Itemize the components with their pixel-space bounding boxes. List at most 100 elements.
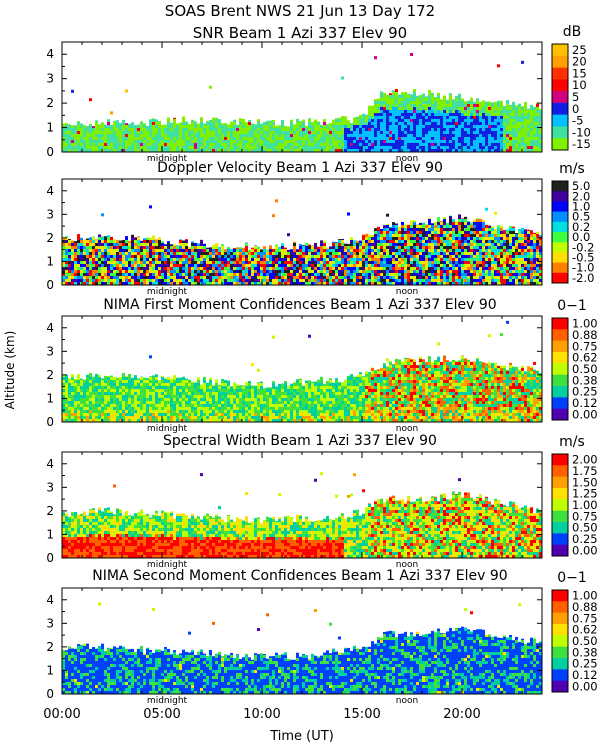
colorbar-swatch bbox=[552, 397, 568, 410]
colorbar-label: 1.00 bbox=[572, 589, 598, 603]
colorbar-label: 0.25 bbox=[572, 532, 598, 546]
colorbar-label: -10 bbox=[572, 125, 591, 139]
x-axis-label: Time (UT) bbox=[269, 729, 334, 744]
colorbar-label: 0 bbox=[572, 102, 579, 116]
colorbar-swatch bbox=[552, 612, 568, 625]
y-tick-label: 0 bbox=[46, 551, 54, 565]
y-tick-label: 2 bbox=[46, 96, 54, 110]
colorbar-label: 0.5 bbox=[572, 210, 590, 224]
y-tick-label: 2 bbox=[46, 368, 54, 382]
colorbar-swatch bbox=[552, 318, 568, 330]
unit-label: 0−1 bbox=[557, 570, 587, 586]
colorbar-label: -5 bbox=[572, 114, 583, 128]
y-tick-label: 3 bbox=[46, 616, 54, 630]
colorbar-label: 0.62 bbox=[572, 351, 598, 365]
colorbar-swatch bbox=[552, 221, 568, 233]
colorbar: 1.000.880.750.620.500.380.250.120.00 bbox=[551, 317, 598, 421]
colorbar-swatch bbox=[552, 635, 568, 648]
colorbar-label: 0.2 bbox=[572, 220, 590, 234]
y-tick-label: 2 bbox=[46, 504, 54, 518]
colorbar-swatch bbox=[552, 262, 568, 274]
y-tick-label: 2 bbox=[46, 640, 54, 654]
x-tick-label: 05:00 bbox=[143, 707, 180, 722]
colorbar-label: 0.12 bbox=[572, 396, 598, 410]
heatmap-cells bbox=[62, 472, 542, 558]
colorbar-swatch bbox=[552, 79, 568, 92]
x-tick-label: 00:00 bbox=[43, 707, 80, 722]
y-tick-label: 1 bbox=[46, 391, 54, 405]
colorbar-swatch bbox=[552, 340, 568, 353]
marker-noon: noon bbox=[396, 696, 418, 706]
colorbar-swatch bbox=[552, 252, 568, 264]
marker-noon: noon bbox=[396, 287, 418, 297]
colorbar-swatch bbox=[552, 510, 568, 523]
colorbar-swatch bbox=[552, 67, 568, 80]
marker-midnight: midnight bbox=[147, 287, 188, 297]
y-axis-label: Altitude (km) bbox=[3, 331, 17, 410]
marker-midnight: midnight bbox=[147, 424, 188, 434]
unit-label: 0−1 bbox=[557, 298, 587, 314]
y-tick-label: 1 bbox=[46, 254, 54, 268]
colorbar-label: 2.0 bbox=[572, 189, 590, 203]
panel-2: Doppler Velocity Beam 1 Azi 337 Elev 90 0… bbox=[46, 160, 594, 297]
colorbar-swatch bbox=[552, 211, 568, 223]
y-tick-label: 0 bbox=[46, 145, 54, 159]
figure-header: SOAS Brent NWS 21 Jun 13 Day 172 bbox=[164, 2, 436, 20]
colorbar-swatch bbox=[552, 544, 568, 557]
colorbar-swatch bbox=[552, 232, 568, 243]
marker-midnight: midnight bbox=[147, 696, 188, 706]
y-tick-label: 4 bbox=[46, 47, 54, 61]
y-tick-label: 3 bbox=[46, 344, 54, 358]
colorbar-label: -1.0 bbox=[572, 261, 594, 275]
unit-label: dB bbox=[563, 24, 582, 40]
panel-4: Spectral Width Beam 1 Azi 337 Elev 90 0 1 2… bbox=[46, 433, 597, 570]
colorbar-swatch bbox=[552, 488, 568, 500]
marker-noon: noon bbox=[396, 424, 418, 434]
colorbar-swatch bbox=[552, 181, 568, 192]
colorbar: 2.001.751.501.251.000.750.500.250.00 bbox=[551, 453, 598, 557]
colorbar-label: 0.0 bbox=[572, 230, 590, 244]
colorbar-swatch bbox=[552, 386, 568, 398]
unit-label: m/s bbox=[559, 434, 585, 450]
colorbar-label: 0.62 bbox=[572, 623, 598, 637]
colorbar-swatch bbox=[552, 352, 568, 364]
y-tick-label: 3 bbox=[46, 480, 54, 494]
colorbar-swatch bbox=[552, 465, 568, 478]
y-tick-label: 4 bbox=[46, 593, 54, 607]
colorbar-label: 5.0 bbox=[572, 179, 590, 193]
heatmap-cells bbox=[62, 52, 542, 152]
colorbar-label: 0.88 bbox=[572, 328, 598, 342]
colorbar-swatch bbox=[552, 55, 568, 69]
y-tick-label: 3 bbox=[46, 72, 54, 86]
colorbar-label: 0.75 bbox=[572, 611, 598, 625]
colorbar-label: 0.38 bbox=[572, 645, 598, 659]
panel-title: SNR Beam 1 Azi 337 Elev 90 bbox=[193, 24, 407, 42]
colorbar-swatch bbox=[552, 126, 568, 139]
x-tick-label: 20:00 bbox=[443, 707, 480, 722]
colorbar-label: 0.12 bbox=[572, 668, 598, 682]
marker-noon: noon bbox=[396, 154, 418, 164]
colorbar-label: 5 bbox=[572, 90, 579, 104]
panel-5: NIMA Second Moment Confidences Beam 1 Az… bbox=[46, 568, 597, 706]
colorbar-swatch bbox=[552, 533, 568, 546]
colorbar-swatch bbox=[552, 522, 568, 534]
colorbar-label: 1.25 bbox=[572, 487, 598, 501]
colorbar-swatch bbox=[552, 102, 568, 116]
colorbar-swatch bbox=[552, 329, 568, 342]
marker-noon: noon bbox=[396, 560, 418, 570]
colorbar-label: 0.50 bbox=[572, 362, 598, 376]
colorbar-label: -0.2 bbox=[572, 240, 594, 254]
colorbar-label: 20 bbox=[572, 55, 587, 69]
y-tick-label: 0 bbox=[46, 415, 54, 429]
panel-1: SNR Beam 1 Azi 337 Elev 90 0 1 2 3 4 midnight n… bbox=[46, 24, 590, 164]
colorbar-label: 0.50 bbox=[572, 634, 598, 648]
unit-label: m/s bbox=[559, 161, 585, 177]
colorbar-swatch bbox=[552, 374, 568, 387]
colorbar-label: 0.88 bbox=[572, 600, 598, 614]
colorbar: 1.000.880.750.620.500.380.250.120.00 bbox=[551, 589, 598, 693]
colorbar-label: 0.25 bbox=[572, 657, 598, 671]
marker-midnight: midnight bbox=[147, 154, 188, 164]
colorbar-label: 1.0 bbox=[572, 200, 590, 214]
